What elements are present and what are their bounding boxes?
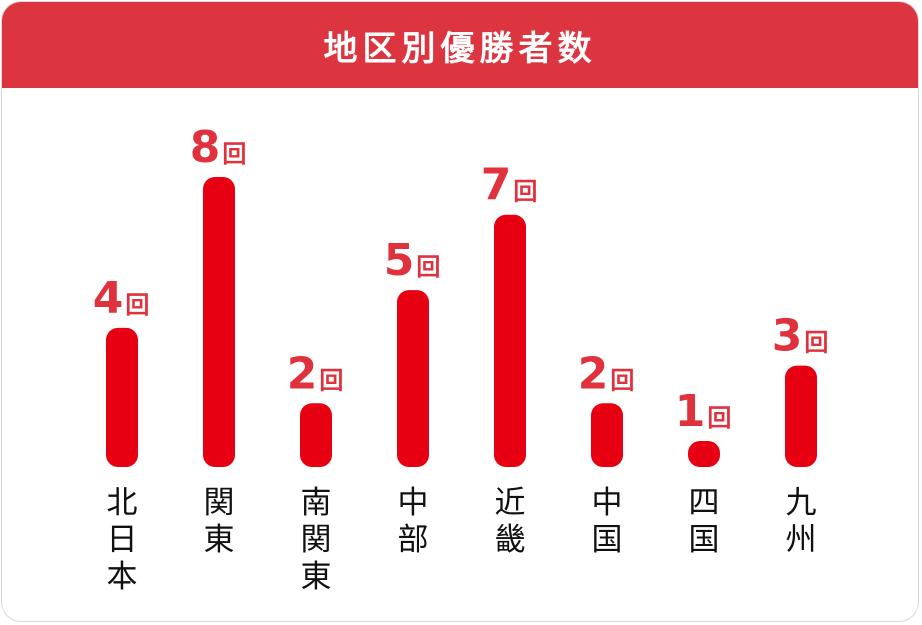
data-label-南関東: 2回 [287,348,344,399]
category-label-関東: 関東 [204,485,235,558]
category-label-近畿: 近畿 [495,485,526,558]
category-label-北日本: 北日本 [107,485,138,595]
data-label-北日本: 4回 [93,273,150,324]
category-label-中国: 中国 [592,485,623,558]
bar-南関東 [300,403,332,467]
data-label-九州: 3回 [772,311,829,362]
bar-中部 [397,290,429,467]
bar-関東 [203,177,235,467]
chart-title: 地区別優勝者数 [323,28,597,69]
bar-中国 [591,403,623,467]
category-label-四国: 四国 [689,485,720,558]
category-label-中部: 中部 [398,485,429,558]
data-label-中部: 5回 [384,235,441,286]
bar-近畿 [494,214,526,467]
bar-九州 [785,365,817,467]
data-label-四国: 1回 [675,386,732,437]
data-label-中国: 2回 [578,348,635,399]
data-label-近畿: 7回 [481,160,538,211]
category-label-南関東: 南関東 [301,485,332,595]
category-label-九州: 九州 [786,485,817,558]
chart-header: 地区別優勝者数 [2,2,918,88]
bar-四国 [688,441,720,467]
bar-北日本 [106,327,138,467]
data-label-関東: 8回 [190,122,247,173]
